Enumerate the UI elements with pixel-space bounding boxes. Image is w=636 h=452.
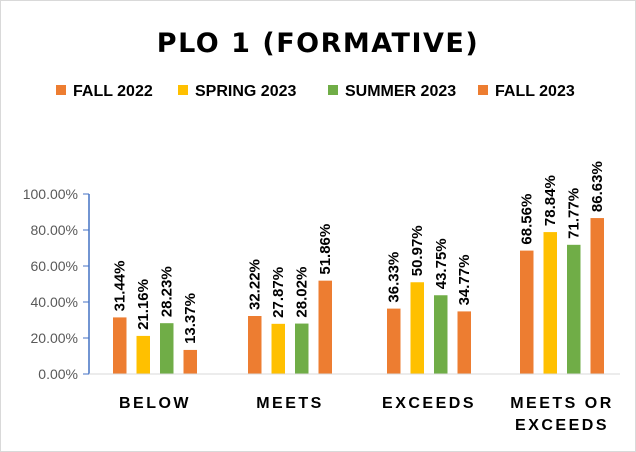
data-label: 21.16% <box>135 279 152 330</box>
data-label: 68.56% <box>519 194 536 245</box>
legend-swatch <box>56 85 66 95</box>
chart-title: PLO 1 (FORMATIVE) <box>157 28 479 59</box>
data-label: 34.77% <box>456 255 473 306</box>
y-tick-label: 80.00% <box>31 222 78 238</box>
legend-label: FALL 2022 <box>73 83 153 100</box>
data-label: 13.37% <box>182 293 199 344</box>
legend-swatch <box>328 85 338 95</box>
legend-label: FALL 2023 <box>495 83 575 100</box>
data-label: 71.77% <box>566 188 583 239</box>
x-tick-label: MEETS <box>256 395 324 412</box>
data-labels: 31.44% 21.16% 28.23% 13.37% 32.22% 27.87% 28.0… <box>112 161 607 344</box>
y-axis: 0.00% 20.00% 40.00% 60.00% 80.00% 100.00% <box>23 186 90 382</box>
legend-swatch <box>478 85 488 95</box>
bar <box>590 218 604 374</box>
bar <box>295 323 309 374</box>
bar <box>434 295 448 374</box>
data-label: 86.63% <box>589 161 606 212</box>
y-tick-label: 100.00% <box>23 186 78 202</box>
data-label: 78.84% <box>542 175 559 226</box>
bar <box>520 250 534 374</box>
data-label: 28.02% <box>294 267 311 318</box>
legend-label: SUMMER 2023 <box>345 83 456 100</box>
legend: FALL 2022 SPRING 2023 SUMMER 2023 FALL 2023 <box>56 83 575 100</box>
bar <box>113 317 127 374</box>
bar <box>271 323 285 374</box>
x-tick-label: BELOW <box>119 395 191 412</box>
y-tick-label: 60.00% <box>31 258 78 274</box>
x-tick-label: EXCEEDS <box>382 395 476 412</box>
bar <box>387 308 401 374</box>
y-tick-label: 40.00% <box>31 294 78 310</box>
x-tick-label: EXCEEDS <box>515 417 609 434</box>
x-axis: BELOW MEETS EXCEEDS MEETS OR EXCEEDS <box>89 373 620 434</box>
bar <box>248 316 262 374</box>
data-label: 28.23% <box>159 266 176 317</box>
legend-label: SPRING 2023 <box>195 83 296 100</box>
y-tick-label: 20.00% <box>31 330 78 346</box>
data-label: 27.87% <box>270 267 287 318</box>
data-label: 32.22% <box>247 259 264 310</box>
legend-swatch <box>178 85 188 95</box>
bar <box>160 323 174 374</box>
bar <box>567 244 581 374</box>
data-label: 50.97% <box>409 225 426 276</box>
bar <box>183 349 197 374</box>
y-tick-label: 0.00% <box>38 366 78 382</box>
bar <box>410 282 424 374</box>
data-label: 31.44% <box>112 261 129 312</box>
bar <box>543 232 557 374</box>
bars <box>113 218 604 374</box>
bar <box>457 311 471 374</box>
data-label: 51.86% <box>317 224 334 275</box>
data-label: 36.33% <box>386 252 403 303</box>
data-label: 43.75% <box>433 238 450 289</box>
x-tick-label: MEETS OR <box>510 395 614 412</box>
bar <box>136 335 150 374</box>
bar <box>318 280 332 374</box>
